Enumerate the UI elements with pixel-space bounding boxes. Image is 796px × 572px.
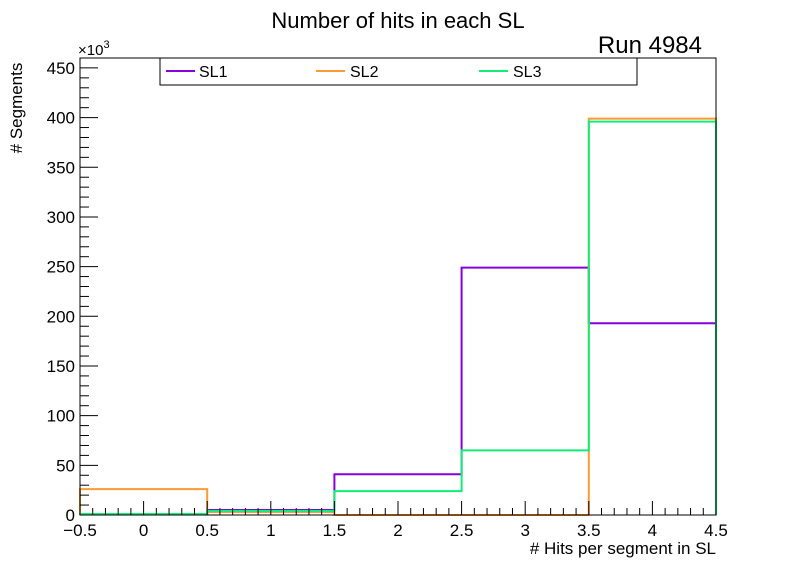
x-tick-label: 1.5 xyxy=(323,521,347,540)
x-axis-label: # Hits per segment in SL xyxy=(530,539,716,558)
legend-label-sl2: SL2 xyxy=(350,64,379,81)
y-tick-label: 0 xyxy=(66,506,75,525)
x-tick-label: 0 xyxy=(139,521,148,540)
legend-label-sl1: SL1 xyxy=(199,64,228,81)
legend-label-sl3: SL3 xyxy=(513,64,542,81)
y-tick-label: 200 xyxy=(47,307,75,326)
y-axis-label: # Segments xyxy=(7,63,26,154)
x-tick-label: 4 xyxy=(648,521,657,540)
y-tick-label: 400 xyxy=(47,109,75,128)
axes-layer: −0.5 0 0.5 1 1.5 2 2.5 3 3.5 4 4.50501001502002503… xyxy=(47,57,728,540)
x-tick-label: −0.5 xyxy=(63,521,97,540)
y-axis-multiplier: ×103 xyxy=(78,39,110,59)
legend-item-sl2: SL2 xyxy=(316,64,379,81)
chart-title: Number of hits in each SL xyxy=(271,8,524,33)
y-tick-label: 150 xyxy=(47,357,75,376)
y-tick-label: 50 xyxy=(56,456,75,475)
y-tick-label: 350 xyxy=(47,158,75,177)
series-sl3-histogram xyxy=(79,120,717,516)
svg-text:×103: ×103 xyxy=(78,39,110,59)
legend-item-sl1: SL1 xyxy=(166,64,228,81)
x-tick-label: 3.5 xyxy=(577,521,601,540)
x-tick-label: 2 xyxy=(393,521,402,540)
legend: SL1 SL2 SL3 xyxy=(159,57,638,86)
x-tick-label: 4.5 xyxy=(704,521,728,540)
y-tick-label: 100 xyxy=(47,407,75,426)
y-tick-label: 250 xyxy=(47,258,75,277)
x-tick-label: 1 xyxy=(266,521,275,540)
x-tick-label: 3 xyxy=(520,521,529,540)
run-label: Run 4984 xyxy=(598,32,702,59)
y-multiplier-base: ×10 xyxy=(78,42,103,59)
x-tick-label: 0.5 xyxy=(195,521,219,540)
x-tick-label: 2.5 xyxy=(450,521,474,540)
y-tick-label: 450 xyxy=(47,59,75,78)
y-multiplier-exponent: 3 xyxy=(103,39,109,51)
y-tick-label: 300 xyxy=(47,208,75,227)
legend-box xyxy=(159,57,638,86)
legend-item-sl3: SL3 xyxy=(479,64,542,81)
